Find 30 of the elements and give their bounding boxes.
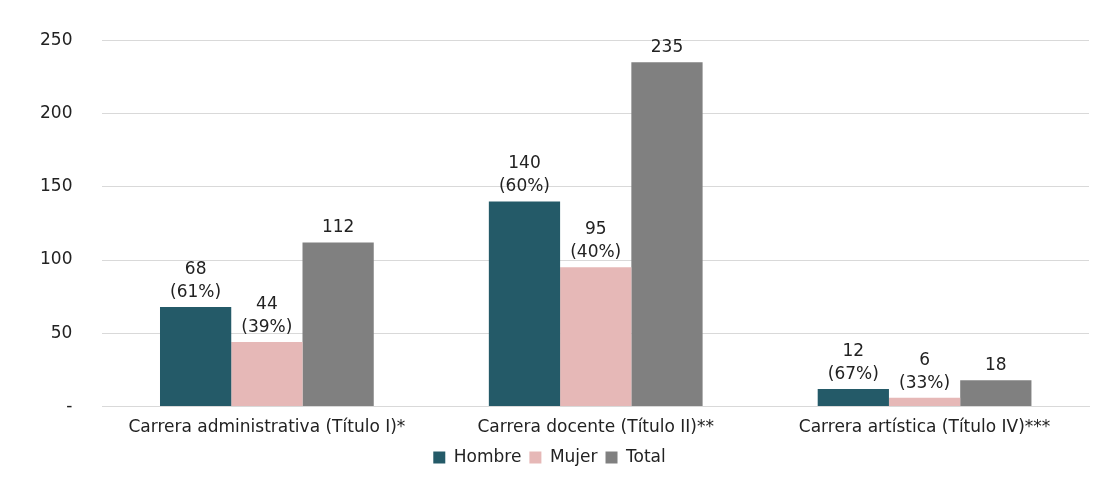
legend-label: Mujer (549, 445, 598, 466)
bar (160, 306, 232, 407)
bar (960, 380, 1032, 407)
data-label: 12 (67%) (827, 339, 879, 383)
data-label: 68 (61%) (170, 257, 222, 301)
bar (302, 242, 374, 407)
y-tick-label: 250 (39, 28, 73, 49)
y-tick-label: - (66, 395, 73, 416)
x-tick-label: Carrera docente (Título II)** (477, 416, 714, 437)
y-tick-label: 50 (50, 321, 73, 342)
y-tick-label: 150 (39, 175, 73, 196)
x-tick-label: Carrera administrativa (Título I)* (128, 416, 406, 437)
data-label: 140 (60%) (498, 152, 550, 196)
data-label: 112 (321, 216, 355, 237)
bar (817, 389, 889, 407)
bar (231, 342, 303, 407)
legend-label: Total (625, 445, 666, 466)
bar (560, 267, 632, 407)
x-tick-label: Carrera artística (Título IV)*** (798, 416, 1051, 437)
data-label: 6 (33%) (899, 348, 951, 392)
y-tick-label: 200 (39, 101, 73, 122)
data-label: 235 (650, 36, 684, 57)
data-label: 95 (40%) (570, 218, 622, 262)
bar (631, 62, 703, 407)
legend-label: Hombre (453, 445, 522, 466)
bar (488, 201, 561, 407)
data-label: 18 (985, 354, 1007, 375)
data-label: 44 (39%) (241, 293, 293, 337)
bar (888, 397, 961, 407)
y-tick-label: 100 (39, 248, 73, 269)
